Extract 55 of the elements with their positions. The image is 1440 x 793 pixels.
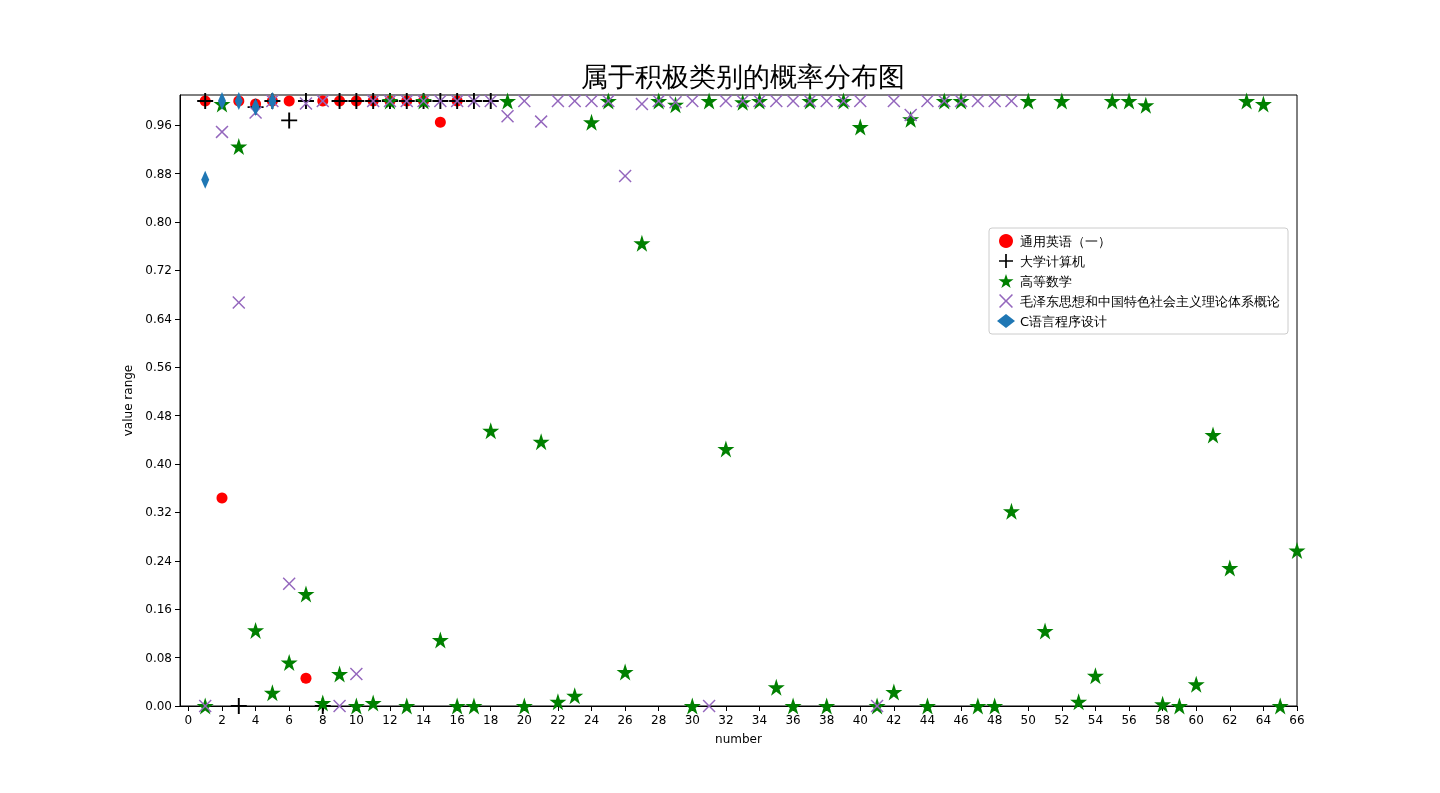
x-axis-title: number	[715, 732, 762, 746]
y-tick-label: 0.64	[145, 311, 172, 326]
x-tick-label: 10	[348, 713, 365, 727]
x-tick-label: 48	[987, 713, 1003, 727]
x-tick-label: 44	[919, 713, 936, 727]
y-tick-label: 0.56	[145, 360, 172, 375]
x-tick-label: 30	[684, 713, 700, 727]
x-tick-label: 22	[550, 713, 566, 727]
x-tick-label: 16	[449, 713, 465, 727]
y-tick-label: 0.32	[145, 505, 172, 520]
legend-label: 毛泽东思想和中国特色社会主义理论体系概论	[1020, 293, 1280, 309]
chart-title: 属于积极类别的概率分布图	[581, 61, 905, 92]
x-tick-label: 4	[251, 713, 260, 727]
y-tick-label: 0.80	[145, 215, 172, 230]
x-tick-label: 18	[483, 713, 499, 727]
x-tick-label: 20	[516, 713, 532, 727]
x-tick-label: 64	[1255, 713, 1272, 727]
y-tick-label: 0.40	[145, 457, 172, 472]
x-tick-label: 34	[751, 713, 768, 727]
x-tick-label: 28	[651, 713, 667, 727]
x-tick-label: 2	[218, 713, 226, 727]
x-tick-label: 36	[785, 713, 801, 727]
x-tick-label: 56	[1121, 713, 1137, 727]
legend-label: 通用英语（一）	[1020, 233, 1111, 249]
y-tick-label: 0.16	[145, 602, 172, 617]
x-tick-label: 46	[953, 713, 969, 727]
x-tick-label: 8	[318, 713, 327, 727]
legend-label: C语言程序设计	[1020, 313, 1108, 329]
y-tick-label: 0.24	[145, 553, 172, 568]
x-tick-label: 40	[852, 713, 868, 727]
y-tick-label: 0.96	[145, 118, 172, 133]
x-tick-label: 54	[1087, 713, 1104, 727]
x-tick-label: 38	[819, 713, 835, 727]
y-tick-label: 0.00	[145, 699, 172, 713]
y-tick-label: 0.48	[145, 408, 172, 423]
x-tick-label: 26	[617, 713, 633, 727]
x-tick-label: 32	[718, 713, 734, 727]
x-tick-label: 58	[1154, 713, 1171, 727]
x-tick-label: 60	[1188, 713, 1204, 727]
x-tick-label: 12	[382, 713, 398, 727]
x-tick-label: 24	[583, 713, 600, 727]
y-tick-label: 0.08	[145, 650, 172, 665]
x-tick-label: 62	[1222, 713, 1238, 727]
x-tick-label: 66	[1289, 713, 1305, 727]
y-tick-label: 0.88	[145, 166, 172, 181]
x-tick-label: 0	[184, 713, 193, 727]
x-tick-label: 6	[285, 713, 293, 727]
x-tick-label: 42	[886, 713, 902, 727]
legend-label: 高等数学	[1020, 273, 1072, 289]
x-tick-label: 50	[1020, 713, 1036, 727]
x-tick-label: 14	[415, 713, 432, 727]
x-tick-label: 52	[1054, 713, 1070, 727]
y-tick-label: 0.72	[145, 263, 172, 278]
y-axis-title: value range	[121, 364, 136, 437]
legend-label: 大学计算机	[1020, 253, 1085, 269]
